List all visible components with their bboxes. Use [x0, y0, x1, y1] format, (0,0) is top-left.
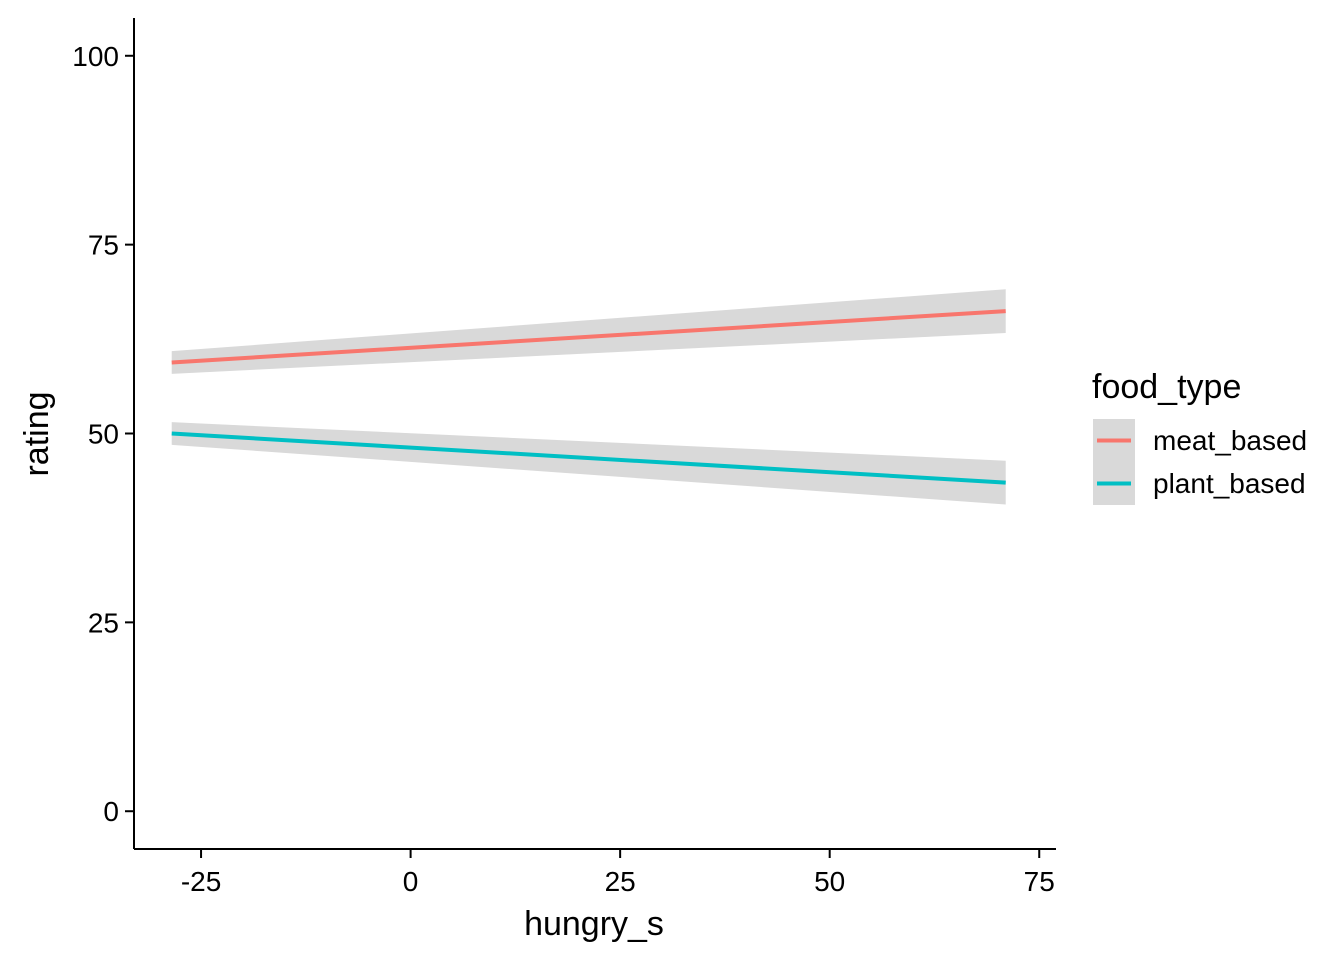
y-tick-label: 75 [88, 230, 119, 261]
y-tick-label: 100 [72, 41, 119, 72]
series-lines [171, 309, 1006, 485]
x-axis-title: hungry_s [524, 905, 664, 943]
legend-label: meat_based [1153, 425, 1307, 456]
plant-based-ci-band [171, 422, 1006, 505]
y-axis-title: rating [18, 391, 56, 476]
legend-label: plant_based [1153, 468, 1306, 499]
x-tick-label: 25 [605, 866, 636, 897]
x-tick-label: 75 [1024, 866, 1055, 897]
x-tick-label: -25 [181, 866, 221, 897]
legend-item-plant-based: plant_based [1093, 462, 1306, 505]
y-tick-label: 0 [103, 796, 119, 827]
x-ticks: -25 0 25 50 75 [181, 849, 1055, 897]
y-tick-label: 50 [88, 419, 119, 450]
legend-item-meat-based: meat_based [1093, 419, 1307, 462]
legend: food_type meat_based plant_based [1092, 368, 1307, 505]
x-tick-label: 0 [403, 866, 419, 897]
plant-based-line [171, 431, 1006, 485]
confidence-bands [171, 289, 1006, 505]
meat-based-line [171, 309, 1006, 365]
y-tick-label: 25 [88, 607, 119, 638]
x-tick-label: 50 [814, 866, 845, 897]
legend-items: meat_based plant_based [1093, 419, 1307, 505]
legend-title: food_type [1092, 368, 1241, 406]
meat-based-ci-band [171, 289, 1006, 374]
y-ticks: 0 25 50 75 100 [72, 41, 134, 827]
